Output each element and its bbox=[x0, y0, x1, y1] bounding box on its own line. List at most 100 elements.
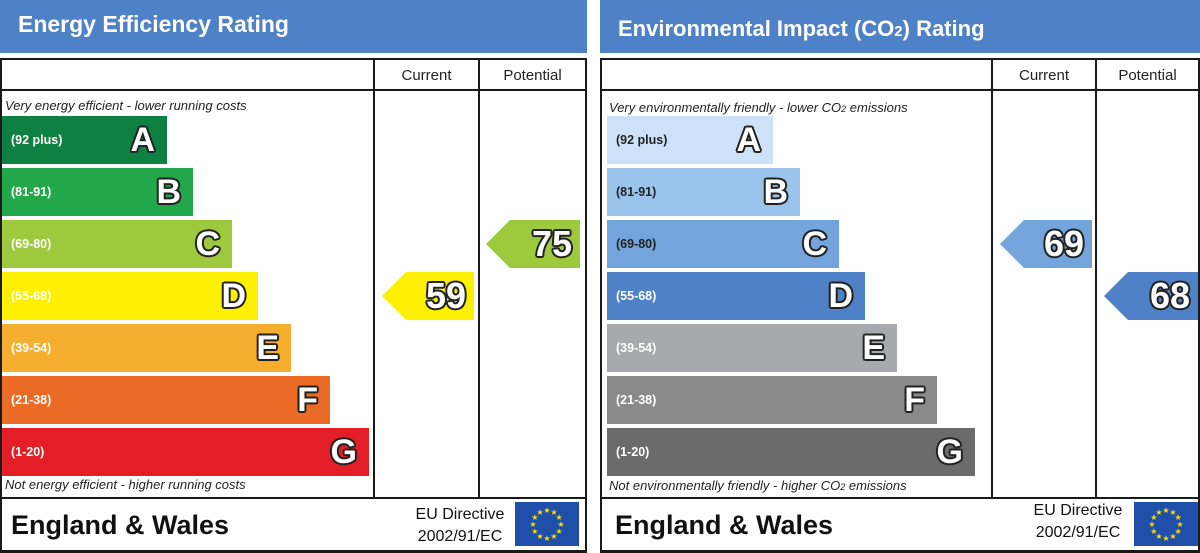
star-icon: ★ bbox=[1150, 513, 1157, 522]
directive-line-2: 2002/91/EC bbox=[417, 528, 503, 545]
band-range-label: (39-54) bbox=[11, 341, 52, 355]
star-icon: ★ bbox=[556, 513, 563, 522]
star-icon: ★ bbox=[550, 532, 557, 541]
band-range-label: (69-80) bbox=[11, 237, 52, 251]
potential-column-header: Potential bbox=[503, 67, 562, 84]
potential-column-divider bbox=[1095, 60, 1097, 497]
rating-band-f: (21-38) F bbox=[2, 376, 330, 424]
star-icon: ★ bbox=[531, 527, 538, 536]
rating-band-g: (1-20) G bbox=[607, 428, 975, 476]
band-range-label: (92 plus) bbox=[616, 133, 668, 147]
environment-top-note: Very environmentally friendly - lower CO… bbox=[609, 100, 908, 115]
rating-band-c: (69-80) C bbox=[2, 220, 232, 268]
eu-flag-icon: ★ ★ ★ ★ ★ ★ ★ ★ ★ ★ ★ ★ bbox=[515, 502, 579, 546]
environmental-impact-panel: Environmental Impact (CO2) Rating Curren… bbox=[600, 0, 1200, 553]
star-icon: ★ bbox=[531, 513, 538, 522]
current-rating-arrow: 69 bbox=[1000, 220, 1092, 268]
energy-chart-frame: Current Potential Very energy efficient … bbox=[0, 58, 587, 553]
rating-band-d: (55-68) D bbox=[607, 272, 865, 320]
band-range-label: (55-68) bbox=[616, 289, 657, 303]
rating-band-c: (69-80) C bbox=[607, 220, 839, 268]
band-letter: A bbox=[130, 121, 155, 159]
eu-flag-icon: ★ ★ ★ ★ ★ ★ ★ ★ ★ ★ ★ ★ bbox=[1134, 502, 1198, 546]
directive-line-2: 2002/91/EC bbox=[1035, 524, 1121, 541]
rating-band-a: (92 plus) A bbox=[2, 116, 167, 164]
star-icon: ★ bbox=[1175, 527, 1182, 536]
band-letter: C bbox=[802, 225, 827, 263]
energy-region-label: England & Wales bbox=[11, 510, 230, 540]
star-icon: ★ bbox=[543, 534, 550, 543]
potential-rating-value: 68 bbox=[1149, 275, 1190, 316]
rating-band-e: (39-54) E bbox=[607, 324, 897, 372]
star-icon: ★ bbox=[529, 520, 536, 529]
star-icon: ★ bbox=[1155, 532, 1162, 541]
environment-directive: EU Directive 2002/91/EC bbox=[1022, 500, 1134, 544]
band-letter: E bbox=[256, 329, 279, 367]
star-icon: ★ bbox=[1150, 527, 1157, 536]
star-icon: ★ bbox=[550, 508, 557, 517]
rating-band-b: (81-91) B bbox=[2, 168, 193, 216]
star-icon: ★ bbox=[1169, 508, 1176, 517]
band-letter: D bbox=[828, 277, 853, 315]
star-icon: ★ bbox=[536, 532, 543, 541]
potential-rating-value: 75 bbox=[531, 223, 572, 264]
footer-divider bbox=[602, 497, 1198, 499]
rating-band-b: (81-91) B bbox=[607, 168, 800, 216]
star-icon: ★ bbox=[1162, 534, 1169, 543]
band-range-label: (55-68) bbox=[11, 289, 52, 303]
star-icon: ★ bbox=[1148, 520, 1155, 529]
header-divider bbox=[602, 89, 1198, 91]
current-rating-value: 69 bbox=[1043, 223, 1084, 264]
current-column-header: Current bbox=[1018, 67, 1070, 84]
band-letter: F bbox=[904, 381, 925, 419]
band-letter: A bbox=[736, 121, 761, 159]
band-letter: G bbox=[936, 433, 963, 471]
star-icon: ★ bbox=[1162, 506, 1169, 515]
band-letter: F bbox=[297, 381, 318, 419]
current-rating-value: 59 bbox=[425, 275, 466, 316]
band-range-label: (21-38) bbox=[616, 393, 657, 407]
current-column-divider bbox=[373, 60, 375, 497]
current-column-divider bbox=[991, 60, 993, 497]
rating-band-e: (39-54) E bbox=[2, 324, 291, 372]
band-range-label: (1-20) bbox=[11, 445, 45, 459]
energy-bottom-note: Not energy efficient - higher running co… bbox=[5, 477, 246, 492]
band-range-label: (39-54) bbox=[616, 341, 657, 355]
band-range-label: (81-91) bbox=[616, 185, 657, 199]
energy-efficiency-panel: Energy Efficiency Rating Current Potenti… bbox=[0, 0, 587, 553]
potential-rating-arrow: 68 bbox=[1104, 272, 1198, 320]
star-icon: ★ bbox=[556, 527, 563, 536]
star-icon: ★ bbox=[536, 508, 543, 517]
rating-band-a: (92 plus) A bbox=[607, 116, 773, 164]
star-icon: ★ bbox=[1175, 513, 1182, 522]
energy-panel-title: Energy Efficiency Rating bbox=[0, 0, 587, 53]
environment-panel-title: Environmental Impact (CO2) Rating bbox=[600, 0, 1200, 53]
band-range-label: (92 plus) bbox=[11, 133, 63, 147]
current-column-header: Current bbox=[401, 67, 452, 84]
directive-line-1: EU Directive bbox=[415, 506, 505, 523]
energy-directive: EU Directive 2002/91/EC bbox=[402, 504, 518, 548]
environment-region-label: England & Wales bbox=[615, 510, 834, 540]
band-letter: C bbox=[195, 225, 220, 263]
footer-divider bbox=[2, 497, 585, 499]
band-range-label: (69-80) bbox=[616, 237, 657, 251]
star-icon: ★ bbox=[1176, 520, 1183, 529]
band-letter: B bbox=[763, 173, 788, 211]
star-icon: ★ bbox=[557, 520, 564, 529]
band-letter: B bbox=[156, 173, 181, 211]
star-icon: ★ bbox=[1169, 532, 1176, 541]
environment-chart-frame: Current Potential Very environmentally f… bbox=[600, 58, 1200, 553]
directive-line-1: EU Directive bbox=[1033, 502, 1123, 519]
energy-top-note: Very energy efficient - lower running co… bbox=[5, 98, 247, 113]
rating-band-f: (21-38) F bbox=[607, 376, 937, 424]
rating-band-d: (55-68) D bbox=[2, 272, 258, 320]
band-letter: E bbox=[862, 329, 885, 367]
header-divider bbox=[2, 89, 585, 91]
current-rating-arrow: 59 bbox=[382, 272, 474, 320]
rating-band-g: (1-20) G bbox=[2, 428, 369, 476]
band-letter: D bbox=[221, 277, 246, 315]
star-icon: ★ bbox=[1155, 508, 1162, 517]
band-range-label: (1-20) bbox=[616, 445, 650, 459]
potential-rating-arrow: 75 bbox=[486, 220, 580, 268]
band-letter: G bbox=[330, 433, 357, 471]
